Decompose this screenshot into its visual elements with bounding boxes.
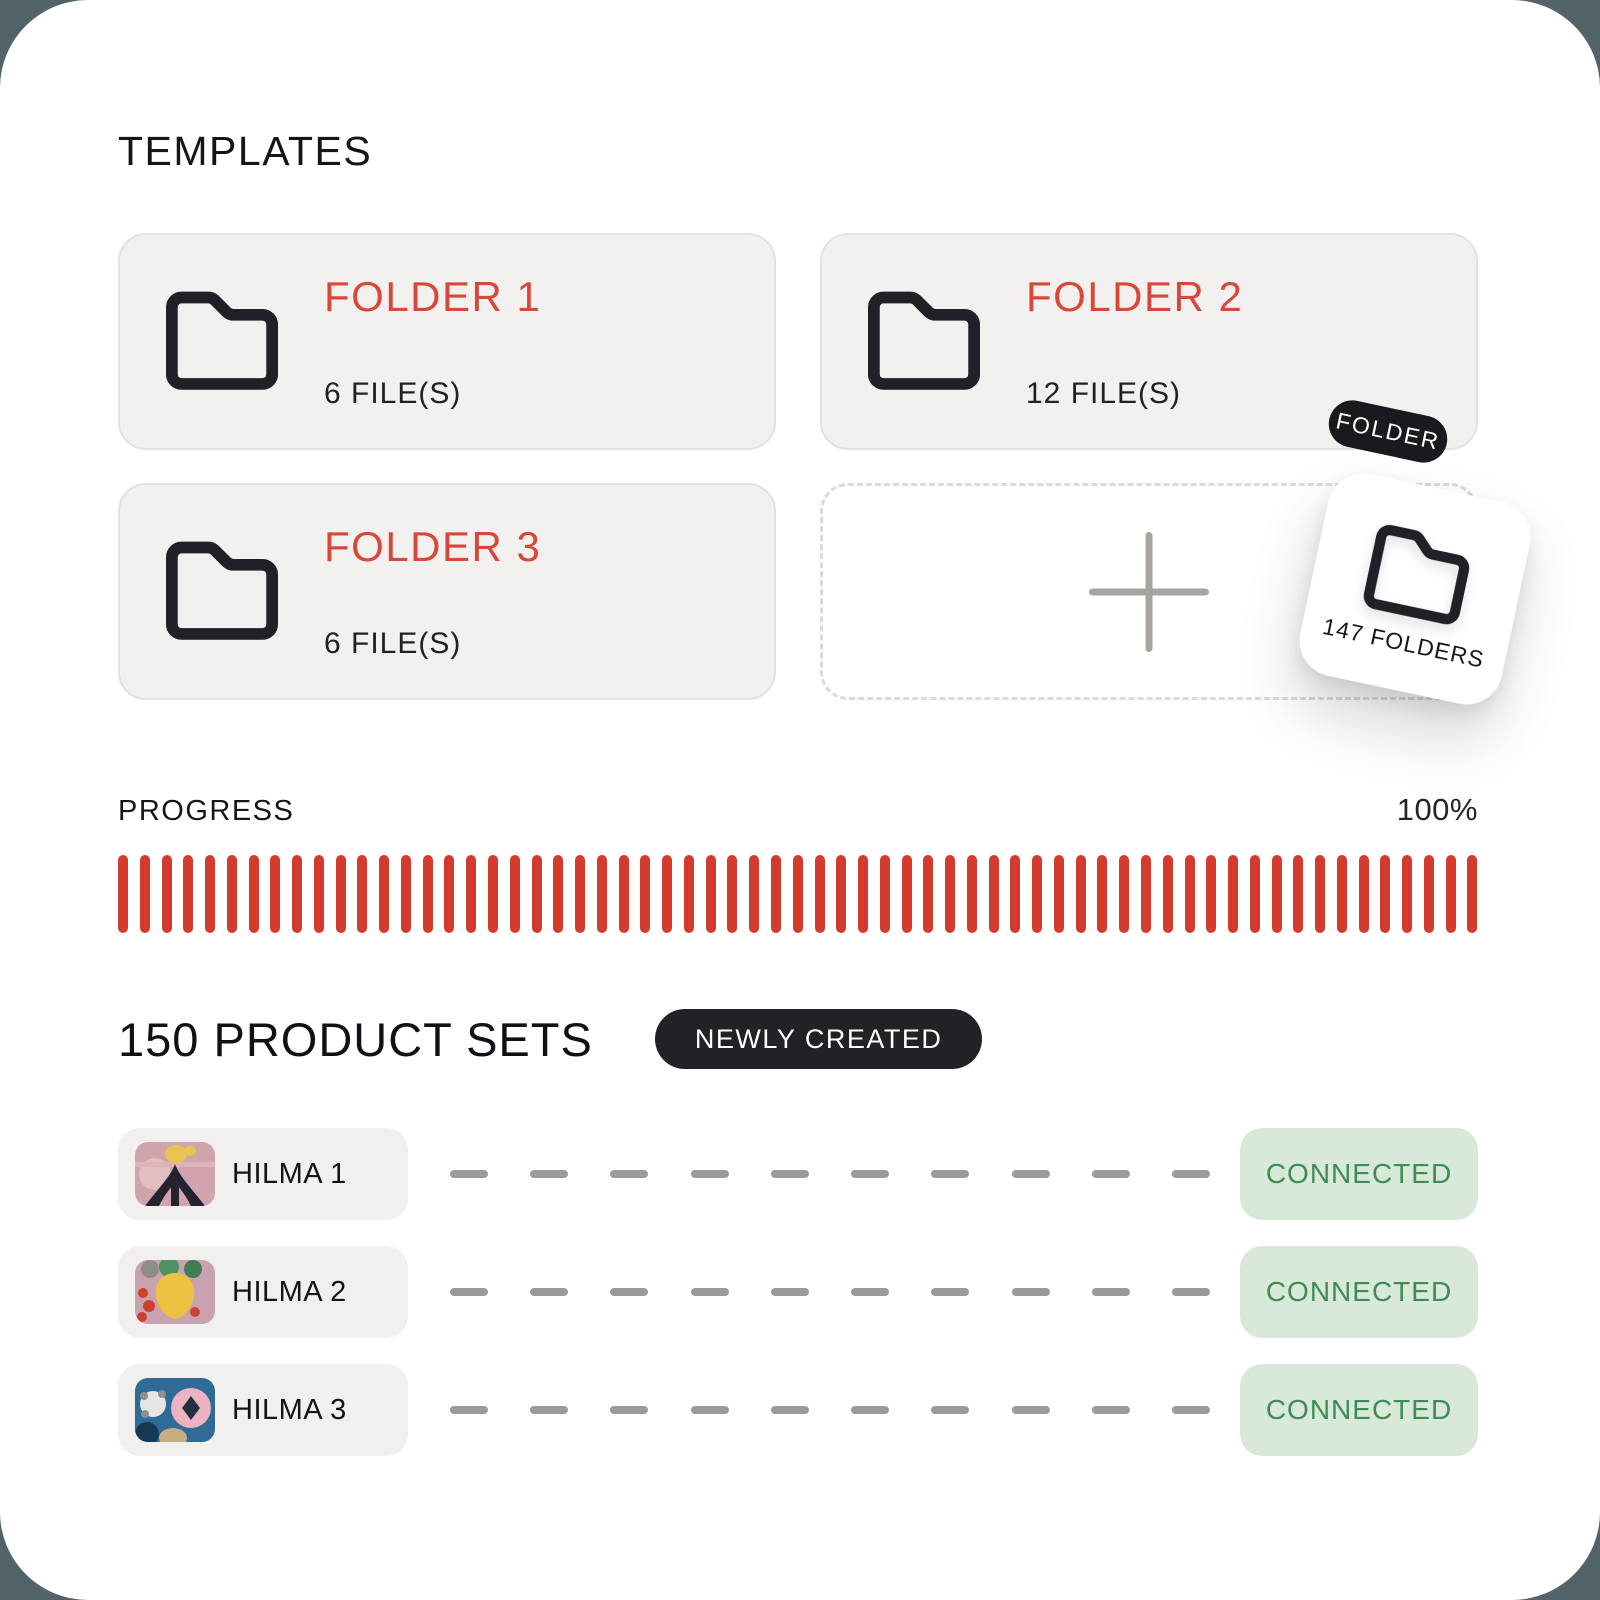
newly-created-badge: NEWLY CREATED [654,1009,983,1069]
progress-value: 100% [1396,792,1478,827]
folder-icon [1354,510,1484,631]
product-name: HILMA 3 [232,1393,347,1426]
product-name: HILMA 1 [232,1157,347,1190]
folder-name: FOLDER 3 [324,523,542,570]
row-connector [450,1406,1210,1414]
status-badge: CONNECTED [1240,1128,1478,1220]
product-sets-list: HILMA 1 CONNECTED [118,1128,1478,1482]
product-row: HILMA 1 CONNECTED [118,1128,1478,1220]
folder-icon [860,279,988,395]
hilma-2-thumbnail [135,1260,215,1324]
folder-file-count: 6 FILE(S) [324,377,462,410]
product-row: HILMA 2 CONNECTED [118,1246,1478,1338]
product-row: HILMA 3 CONNECTED [118,1364,1478,1456]
product-item-hilma-3[interactable]: HILMA 3 [118,1364,408,1456]
progress-bar-track [118,855,1478,933]
templates-heading: TEMPLATES [118,128,373,174]
folder-card-3[interactable]: FOLDER 3 6 FILE(S) [118,483,776,700]
hilma-1-thumbnail [135,1142,215,1206]
folder-card-2[interactable]: FOLDER 2 12 FILE(S) [820,233,1478,450]
product-item-hilma-2[interactable]: HILMA 2 [118,1246,408,1338]
folder-name: FOLDER 1 [324,273,542,320]
folder-icon [158,279,286,395]
product-sets-heading: 150 PRODUCT SETS [118,1012,593,1066]
row-connector [450,1170,1210,1178]
folder-icon [158,529,286,645]
folder-name: FOLDER 2 [1026,273,1244,320]
progress-label: PROGRESS [118,795,295,827]
row-connector [450,1288,1210,1296]
folder-file-count: 6 FILE(S) [324,627,462,660]
product-name: HILMA 2 [232,1275,347,1308]
hilma-3-thumbnail [135,1378,215,1442]
folder-file-count: 12 FILE(S) [1026,377,1182,410]
status-badge: CONNECTED [1240,1246,1478,1338]
folder-card-1[interactable]: FOLDER 1 6 FILE(S) [118,233,776,450]
product-item-hilma-1[interactable]: HILMA 1 [118,1128,408,1220]
status-badge: CONNECTED [1240,1364,1478,1456]
folders-drag-card[interactable]: 147 FOLDERS [1292,466,1538,712]
plus-icon [1089,532,1209,652]
